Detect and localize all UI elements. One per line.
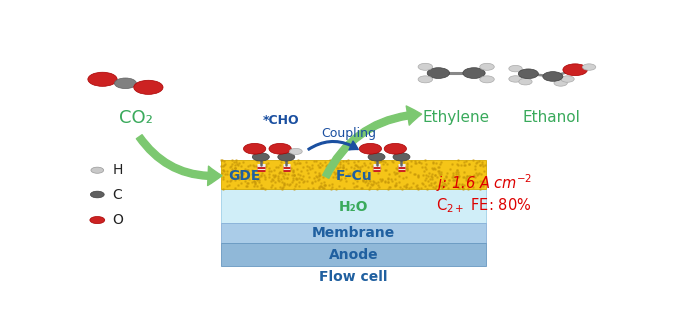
Circle shape [418,63,433,70]
Bar [221,243,486,266]
Circle shape [90,216,105,224]
Bar [221,223,486,243]
Circle shape [561,76,574,82]
Circle shape [509,76,522,82]
Circle shape [463,68,485,78]
Text: C$_{2+}$ FE: 80%: C$_{2+}$ FE: 80% [436,197,532,215]
Bar [221,160,486,189]
Text: $j$: 1.6 A cm$^{-2}$: $j$: 1.6 A cm$^{-2}$ [436,172,532,194]
Text: Membrane: Membrane [312,226,395,240]
Circle shape [243,143,266,154]
Circle shape [543,72,563,81]
Text: Ethanol: Ethanol [523,110,581,125]
Circle shape [278,153,295,161]
Circle shape [114,78,136,89]
FancyArrowPatch shape [323,106,421,178]
Text: Flow cell: Flow cell [319,270,388,284]
Text: GDE: GDE [228,169,260,183]
Circle shape [509,65,522,72]
Circle shape [91,167,103,173]
Circle shape [427,68,449,78]
Bar [221,189,486,223]
Circle shape [384,143,406,154]
Circle shape [519,69,538,79]
Circle shape [359,143,382,154]
Circle shape [252,153,269,161]
Text: Coupling: Coupling [321,126,376,140]
Circle shape [519,78,532,85]
Circle shape [368,153,385,161]
FancyArrowPatch shape [136,135,222,186]
Text: Ethylene: Ethylene [423,110,490,125]
Text: CO₂: CO₂ [119,109,153,127]
Circle shape [90,191,104,198]
FancyArrowPatch shape [308,141,358,150]
Circle shape [393,153,410,161]
Text: O: O [112,213,123,227]
Circle shape [479,63,495,70]
Circle shape [290,148,302,154]
Text: Anode: Anode [329,248,379,262]
Circle shape [563,64,588,76]
Text: H₂O: H₂O [339,200,369,213]
Text: H: H [112,163,123,177]
Circle shape [554,80,567,86]
Circle shape [88,72,117,86]
Text: *CHO: *CHO [262,114,299,127]
Circle shape [418,76,433,83]
Text: C: C [112,188,122,202]
Circle shape [582,64,596,70]
Circle shape [134,80,163,94]
Circle shape [269,143,291,154]
Text: F–Cu: F–Cu [336,169,372,183]
Circle shape [479,76,495,83]
